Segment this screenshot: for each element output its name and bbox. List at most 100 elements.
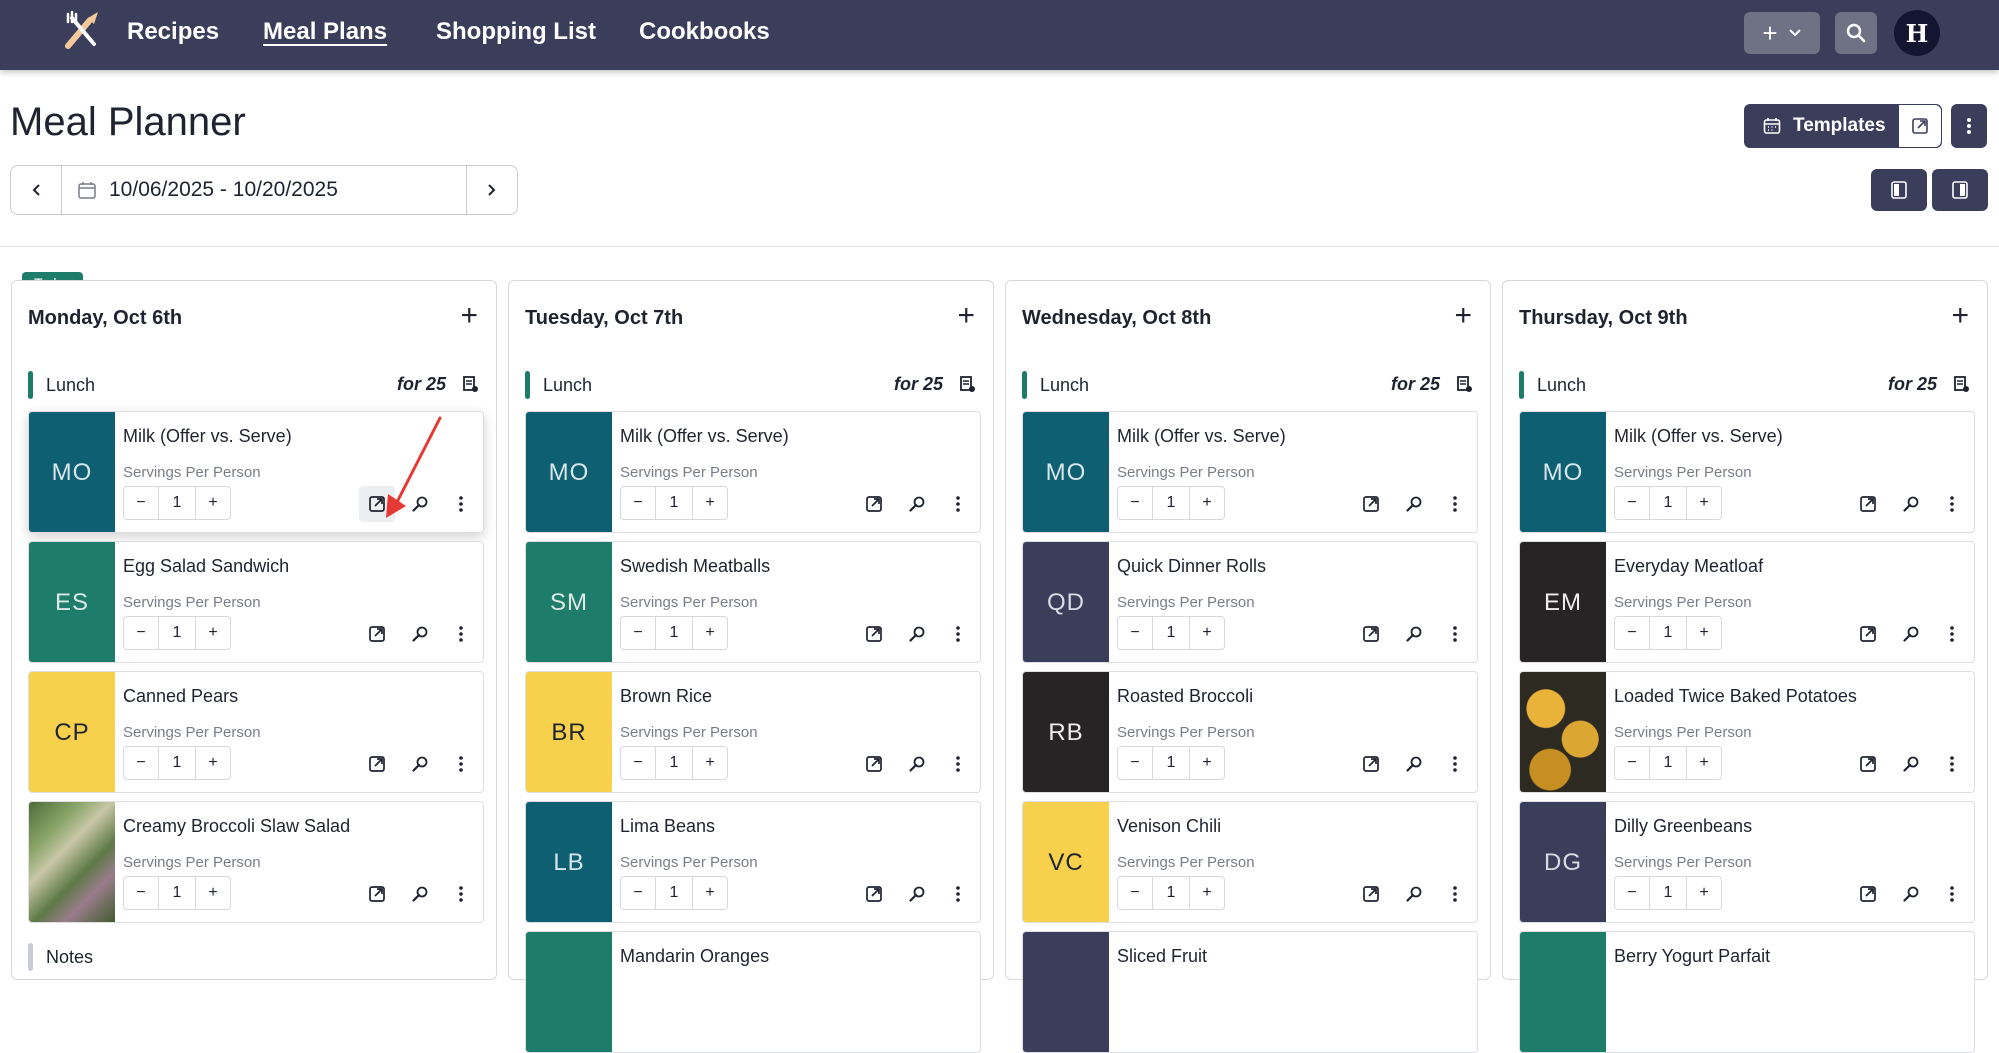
swap-recipe-button[interactable] [899,746,935,782]
increment-button[interactable]: + [1202,624,1212,641]
open-recipe-button[interactable] [1850,746,1886,782]
nav-cookbooks[interactable]: Cookbooks [639,18,770,45]
recipe-name[interactable]: Milk (Offer vs. Serve) [620,426,789,446]
recipe-card[interactable]: MO Milk (Offer vs. Serve) Servings Per P… [28,411,484,533]
decrement-button[interactable]: − [136,754,146,771]
recipe-card[interactable]: CP Canned Pears Servings Per Person −1 + [28,671,484,793]
recipe-card[interactable]: MO Milk (Offer vs. Serve) Servings Per P… [525,411,981,533]
servings-value[interactable]: 1 [655,877,693,909]
recipe-name[interactable]: Mandarin Oranges [620,946,770,966]
servings-value[interactable]: 1 [158,617,196,649]
recipe-card[interactable]: MO Milk (Offer vs. Serve) Servings Per P… [1519,411,1975,533]
swap-recipe-button[interactable] [402,616,438,652]
swap-recipe-button[interactable] [1396,486,1432,522]
open-recipe-button[interactable] [856,616,892,652]
servings-value[interactable]: 1 [1152,487,1190,519]
recipe-name[interactable]: Roasted Broccoli [1117,686,1254,706]
increment-button[interactable]: + [705,494,715,511]
swap-recipe-button[interactable] [1396,616,1432,652]
servings-value[interactable]: 1 [655,487,693,519]
decrement-button[interactable]: − [633,754,643,771]
open-recipe-button[interactable] [856,876,892,912]
recipe-more-button[interactable] [1934,876,1970,912]
open-recipe-button[interactable] [1353,616,1389,652]
decrement-button[interactable]: − [1627,494,1637,511]
date-range-picker[interactable]: 10/06/2025 - 10/20/2025 [61,166,467,214]
recipe-more-button[interactable] [940,876,976,912]
recipe-card[interactable]: VC Venison Chili Servings Per Person −1 + [1022,801,1478,923]
recipe-name[interactable]: Quick Dinner Rolls [1117,556,1267,576]
create-new-dropdown-button[interactable]: + [1744,12,1820,54]
recipe-name[interactable]: Egg Salad Sandwich [123,556,290,576]
shopping-list-icon[interactable] [462,375,480,393]
shopping-list-icon[interactable] [959,375,977,393]
add-meal-button[interactable]: + [1454,299,1472,332]
swap-recipe-button[interactable] [1396,746,1432,782]
previous-week-button[interactable] [11,166,61,214]
open-recipe-button[interactable] [359,746,395,782]
swap-recipe-button[interactable] [1893,876,1929,912]
recipe-name[interactable]: Milk (Offer vs. Serve) [1614,426,1783,446]
recipe-more-button[interactable] [1437,486,1473,522]
swap-recipe-button[interactable] [402,746,438,782]
increment-button[interactable]: + [208,494,218,511]
recipe-more-button[interactable] [443,486,479,522]
open-recipe-button[interactable] [359,616,395,652]
decrement-button[interactable]: − [1627,884,1637,901]
recipe-more-button[interactable] [1934,746,1970,782]
increment-button[interactable]: + [208,884,218,901]
servings-value[interactable]: 1 [158,877,196,909]
increment-button[interactable]: + [1202,754,1212,771]
servings-value[interactable]: 1 [1649,487,1687,519]
swap-recipe-button[interactable] [899,616,935,652]
increment-button[interactable]: + [705,884,715,901]
add-meal-button[interactable]: + [460,299,478,332]
recipe-name[interactable]: Dilly Greenbeans [1614,816,1753,836]
recipe-name[interactable]: Canned Pears [123,686,239,706]
recipe-more-button[interactable] [443,616,479,652]
decrement-button[interactable]: − [1627,624,1637,641]
swap-recipe-button[interactable] [899,486,935,522]
servings-value[interactable]: 1 [655,617,693,649]
recipe-more-button[interactable] [1437,876,1473,912]
recipe-card[interactable]: Loaded Twice Baked Potatoes Servings Per… [1519,671,1975,793]
recipe-card[interactable]: BR Brown Rice Servings Per Person −1 + [525,671,981,793]
recipe-name[interactable]: Loaded Twice Baked Potatoes [1614,686,1857,706]
recipe-more-button[interactable] [443,746,479,782]
decrement-button[interactable]: − [1130,624,1140,641]
increment-button[interactable]: + [208,754,218,771]
open-recipe-button[interactable] [1850,616,1886,652]
servings-value[interactable]: 1 [1649,747,1687,779]
recipe-name[interactable]: Brown Rice [620,686,713,706]
recipe-card[interactable]: SM Swedish Meatballs Servings Per Person… [525,541,981,663]
increment-button[interactable]: + [1699,494,1709,511]
increment-button[interactable]: + [1202,884,1212,901]
recipe-name[interactable]: Venison Chili [1117,816,1222,836]
open-recipe-button[interactable] [359,876,395,912]
shopping-list-icon[interactable] [1953,375,1971,393]
recipe-more-button[interactable] [940,616,976,652]
decrement-button[interactable]: − [1627,754,1637,771]
decrement-button[interactable]: − [1130,494,1140,511]
servings-value[interactable]: 1 [158,487,196,519]
servings-value[interactable]: 1 [158,747,196,779]
recipe-card[interactable]: EM Everyday Meatloaf Servings Per Person… [1519,541,1975,663]
recipe-card[interactable]: MO Milk (Offer vs. Serve) Servings Per P… [1022,411,1478,533]
recipe-name[interactable]: Berry Yogurt Parfait [1614,946,1771,966]
nav-meal-plans[interactable]: Meal Plans [263,18,388,45]
increment-button[interactable]: + [1699,884,1709,901]
page-more-options-button[interactable] [1951,104,1987,148]
decrement-button[interactable]: − [136,884,146,901]
swap-recipe-button[interactable] [402,486,438,522]
decrement-button[interactable]: − [633,494,643,511]
recipe-card[interactable]: Sliced Fruit [1022,931,1478,1053]
open-recipe-button[interactable] [856,746,892,782]
swap-recipe-button[interactable] [1893,616,1929,652]
recipe-name[interactable]: Creamy Broccoli Slaw Salad [123,816,351,836]
user-avatar[interactable]: H [1894,10,1940,56]
increment-button[interactable]: + [705,624,715,641]
recipe-more-button[interactable] [1934,616,1970,652]
recipe-more-button[interactable] [1934,486,1970,522]
recipe-card[interactable]: Berry Yogurt Parfait [1519,931,1975,1053]
recipe-card[interactable]: LB Lima Beans Servings Per Person −1 + [525,801,981,923]
